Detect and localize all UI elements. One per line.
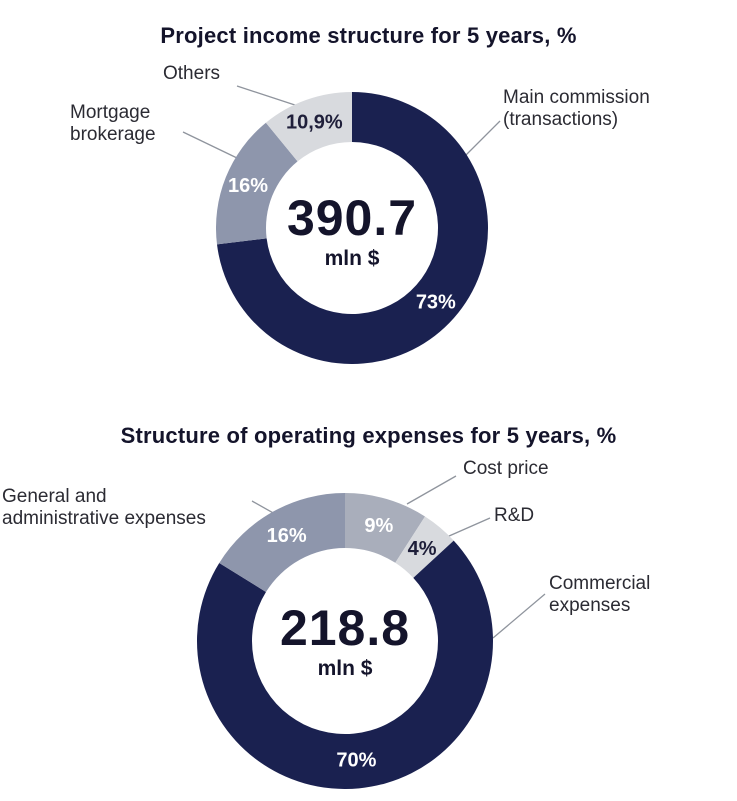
- segment-label-line: (transactions): [503, 109, 619, 130]
- donut-segment: [265, 92, 352, 162]
- donut-segment: [219, 493, 345, 592]
- segment-label-line: Main commission: [503, 87, 650, 108]
- leader-line-cost-price: [406, 475, 457, 505]
- donut-center-value: 218.8: [279, 600, 411, 656]
- segment-label-line: Commercial: [549, 573, 651, 594]
- donut-center-unit: mln $: [317, 657, 373, 680]
- segment-label-line: R&D: [494, 505, 535, 526]
- leader-line-main-commission: [462, 120, 501, 159]
- segment-label-line: Cost price: [463, 458, 549, 479]
- income-structure-chart: Project income structure for 5 years, % …: [0, 0, 737, 398]
- segment-value-label: 10,9%: [286, 112, 343, 134]
- segment-label-cost-price: Cost price: [463, 458, 549, 480]
- leader-line-commercial: [492, 593, 546, 639]
- segment-value-label: 70%: [336, 749, 376, 771]
- segment-label-mortgage-brokerage: Mortgage brokerage: [70, 102, 156, 146]
- segment-label-main-commission: Main commission (transactions): [503, 87, 650, 131]
- segment-label-line: expenses: [549, 595, 631, 616]
- donut-segment: [216, 122, 298, 245]
- leader-line-others: [236, 85, 302, 108]
- segment-label-commercial: Commercial expenses: [549, 573, 650, 617]
- chart-title: Structure of operating expenses for 5 ye…: [120, 423, 617, 449]
- segment-value-label: 9%: [364, 515, 393, 537]
- segment-label-line: administrative expenses: [2, 508, 206, 529]
- segment-label-general-admin: General and administrative expenses: [2, 486, 206, 530]
- donut-center: 390.7 mln $: [242, 190, 462, 271]
- segment-value-label: 16%: [267, 525, 307, 547]
- segment-label-others: Others: [163, 63, 220, 85]
- donut-center-unit: mln $: [324, 247, 380, 270]
- segment-label-rd: R&D: [494, 505, 534, 527]
- donut-segment: [197, 540, 493, 789]
- segment-value-label: 4%: [408, 538, 437, 560]
- donut-segment: [216, 92, 488, 364]
- donut-center-value: 390.7: [286, 190, 418, 246]
- segment-label-line: Mortgage: [70, 102, 151, 123]
- segment-value-label: 73%: [416, 291, 456, 313]
- segment-label-line: General and: [2, 486, 107, 507]
- segment-label-line: Others: [163, 63, 221, 84]
- donut-segment: [345, 493, 426, 563]
- leader-line-mortgage: [182, 131, 238, 159]
- donut-chart-income: 73% 16% 10,9%: [216, 92, 488, 364]
- donut-center: 218.8 mln $: [235, 600, 455, 681]
- chart-title: Project income structure for 5 years, %: [160, 23, 577, 49]
- segment-label-line: brokerage: [70, 124, 156, 145]
- leader-lines: [182, 85, 501, 159]
- donut-segment: [395, 516, 454, 578]
- operating-expenses-chart: Structure of operating expenses for 5 ye…: [0, 398, 737, 801]
- donut-chart-expenses: 9% 4% 70% 16%: [197, 493, 493, 789]
- segment-value-label: 16%: [228, 175, 268, 197]
